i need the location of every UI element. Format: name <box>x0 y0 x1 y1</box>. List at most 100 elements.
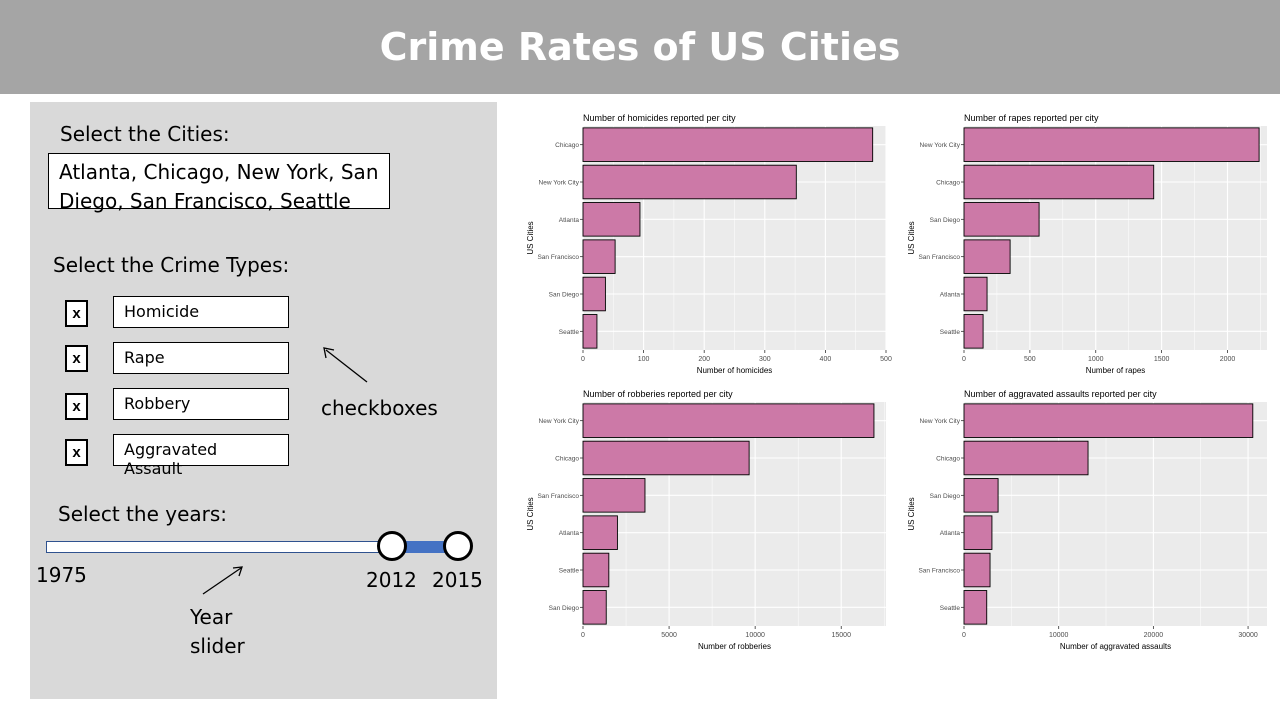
chart-title: Number of robberies reported per city <box>583 389 733 399</box>
bar <box>582 590 607 625</box>
y-tick-label: San Diego <box>930 493 961 500</box>
y-tick-label: San Diego <box>549 605 580 612</box>
aggravated-assaults-chart: 0 10000 20000 30000 New York City Chicago San … <box>903 386 1275 654</box>
x-tick-label: 100 <box>638 356 650 363</box>
bar <box>963 239 1011 274</box>
robbery-label: Robbery <box>113 388 289 420</box>
x-tick-label: 200 <box>698 356 710 363</box>
year-slider-low-handle[interactable] <box>377 531 407 561</box>
robbery-checkbox[interactable]: x <box>65 393 88 420</box>
aggravated-assault-label: Aggravated Assault <box>113 434 289 478</box>
bar <box>582 440 750 476</box>
x-tick-label: 10000 <box>1049 632 1069 639</box>
y-tick-label: New York City <box>920 418 961 425</box>
x-tick-label: 0 <box>581 632 585 639</box>
x-tick-label: 400 <box>820 356 832 363</box>
rape-label: Rape <box>113 342 289 374</box>
plot-panel <box>964 402 1267 626</box>
year-slider-range <box>393 541 459 553</box>
x-tick-label: 20000 <box>1144 632 1164 639</box>
y-tick-label: Seattle <box>940 605 961 612</box>
y-axis-label: US Cities <box>907 221 916 254</box>
y-tick-label: New York City <box>539 180 580 187</box>
checkbox-annotation: checkboxes <box>321 396 438 420</box>
y-tick-label: Chicago <box>555 142 579 149</box>
x-tick-label: 500 <box>1024 356 1036 363</box>
slider-annotation-arrow <box>202 566 243 595</box>
rapes-chart: 0 500 1000 1500 2000 New York City Chicago San … <box>903 110 1275 378</box>
bar <box>963 403 1254 438</box>
x-tick-label: 30000 <box>1238 632 1258 639</box>
y-tick-label: San Francisco <box>918 568 960 575</box>
chart-title: Number of rapes reported per city <box>964 113 1099 123</box>
y-tick-label: San Francisco <box>537 254 579 261</box>
cities-input[interactable]: Atlanta, Chicago, New York, San Diego, S… <box>48 153 390 213</box>
y-tick-label: San Francisco <box>537 493 579 500</box>
x-axis-label: Number of robberies <box>698 642 771 651</box>
homicide-checkbox[interactable]: x <box>65 300 88 327</box>
x-tick-label: 10000 <box>745 632 765 639</box>
years-label: Select the years: <box>58 502 228 526</box>
x-tick-label: 1000 <box>1088 356 1104 363</box>
y-tick-label: New York City <box>539 418 580 425</box>
bar <box>963 590 988 625</box>
bar <box>582 552 610 588</box>
chart-title: Number of homicides reported per city <box>583 113 736 123</box>
crime-types-label: Select the Crime Types: <box>53 253 290 277</box>
x-tick-label: 5000 <box>661 632 677 639</box>
x-tick-label: 1500 <box>1154 356 1170 363</box>
bar <box>582 515 618 550</box>
cities-value-line1: Atlanta, Chicago, New York, San <box>59 160 379 184</box>
slider-annotation-line2: slider <box>190 634 245 658</box>
x-axis-label: Number of homicides <box>697 366 773 375</box>
y-axis-label: US Cities <box>907 497 916 530</box>
y-tick-label: Chicago <box>936 456 960 463</box>
bar <box>582 164 797 200</box>
bar <box>963 202 1040 237</box>
bar <box>963 164 1155 200</box>
x-tick-label: 0 <box>962 632 966 639</box>
homicide-label: Homicide <box>113 296 289 328</box>
bar <box>582 314 598 349</box>
bar <box>582 239 616 274</box>
rape-checkbox[interactable]: x <box>65 345 88 372</box>
aggravated-assault-checkbox[interactable]: x <box>65 439 88 466</box>
x-tick-label: 15000 <box>832 632 852 639</box>
x-tick-label: 500 <box>880 356 892 363</box>
y-tick-label: San Francisco <box>918 254 960 261</box>
y-tick-label: Atlanta <box>559 530 580 537</box>
year-low-label: 2012 <box>366 568 417 592</box>
y-axis-label: US Cities <box>526 221 535 254</box>
year-high-label: 2015 <box>432 568 483 592</box>
y-tick-label: Chicago <box>555 456 579 463</box>
year-slider-high-handle[interactable] <box>443 531 473 561</box>
y-tick-label: Seattle <box>559 329 580 336</box>
x-tick-label: 0 <box>581 356 585 363</box>
bar <box>582 276 606 312</box>
page-title: Crime Rates of US Cities <box>379 25 901 69</box>
plot-panel <box>964 126 1267 350</box>
y-tick-label: Atlanta <box>940 292 961 299</box>
y-tick-label: New York City <box>920 142 961 149</box>
x-axis-label: Number of rapes <box>1086 366 1146 375</box>
bar <box>582 478 646 513</box>
checkbox-annotation-arrow <box>323 347 368 383</box>
year-min-label: 1975 <box>36 563 87 587</box>
y-tick-label: Seattle <box>559 568 580 575</box>
bar <box>963 314 984 349</box>
bar <box>963 478 999 513</box>
bar <box>963 276 988 312</box>
x-axis-label: Number of aggravated assaults <box>1060 642 1171 651</box>
header-bar: Crime Rates of US Cities <box>0 0 1280 94</box>
bar <box>582 202 641 237</box>
y-tick-label: San Diego <box>549 292 580 299</box>
bar <box>582 127 874 162</box>
slider-annotation-line1: Year <box>190 605 233 629</box>
bar <box>963 515 993 550</box>
robberies-chart: 0 5000 10000 15000 New York City Chicago San F… <box>522 386 894 654</box>
bar <box>582 403 875 438</box>
plot-panel <box>583 402 886 626</box>
bar <box>963 440 1089 476</box>
homicides-chart: 0 100 200 300 400 500 Chicago New York City Atla… <box>522 110 894 378</box>
y-tick-label: Seattle <box>940 329 961 336</box>
